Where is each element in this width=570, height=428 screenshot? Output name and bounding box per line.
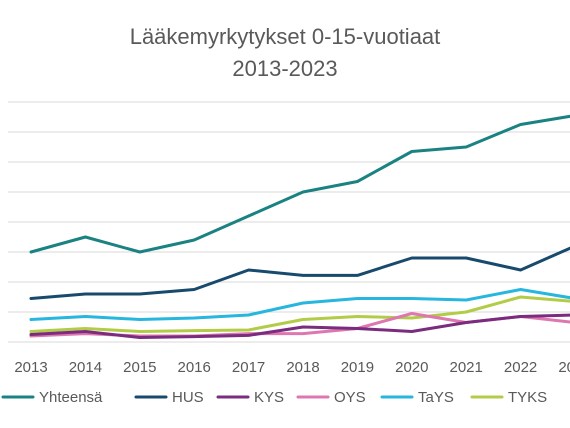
x-tick-label: 2015 [123, 359, 156, 376]
x-tick-label: 2021 [450, 359, 483, 376]
legend-label: TYKS [508, 389, 547, 406]
legend-label: Yhteensä [39, 389, 103, 406]
x-tick-label: 2017 [232, 359, 265, 376]
legend-label: KYS [254, 389, 284, 406]
series-lines [29, 114, 570, 339]
chart-subtitle: 2013-2023 [232, 56, 337, 81]
x-tick-label: 2023 [558, 359, 570, 376]
series-line-hus [29, 246, 570, 300]
legend: Yhteensä HUS KYS OYS TaYS TYKS [1, 389, 547, 406]
legend-item-tyks: TYKS [470, 389, 547, 406]
x-tick-label: 2019 [341, 359, 374, 376]
x-tick-label: 2020 [395, 359, 428, 376]
gridlines [8, 101, 570, 343]
chart-title: Lääkemyrkytykset 0-15-vuotiaat [130, 24, 441, 49]
legend-item-kys: KYS [216, 389, 284, 406]
x-tick-label: 2016 [178, 359, 211, 376]
x-tick-label: 2013 [14, 359, 47, 376]
series-line-yhteensä [29, 114, 570, 254]
legend-item-oys: OYS [296, 389, 366, 406]
x-axis-tick-labels: 2013 2014 2015 2016 2017 2018 2019 2020 2021 2022… [14, 359, 570, 376]
legend-item-yhteensä: Yhteensä [1, 389, 103, 406]
legend-item-tays: TaYS [380, 389, 454, 406]
legend-label: HUS [172, 389, 204, 406]
series-line-kys [29, 313, 570, 339]
series-line-tyks [29, 295, 570, 333]
legend-item-hus: HUS [134, 389, 204, 406]
x-tick-label: 2022 [504, 359, 537, 376]
legend-label: TaYS [418, 389, 454, 406]
x-tick-label: 2014 [69, 359, 102, 376]
series-line-tays [29, 288, 570, 321]
x-tick-label: 2018 [286, 359, 319, 376]
legend-label: OYS [334, 389, 366, 406]
